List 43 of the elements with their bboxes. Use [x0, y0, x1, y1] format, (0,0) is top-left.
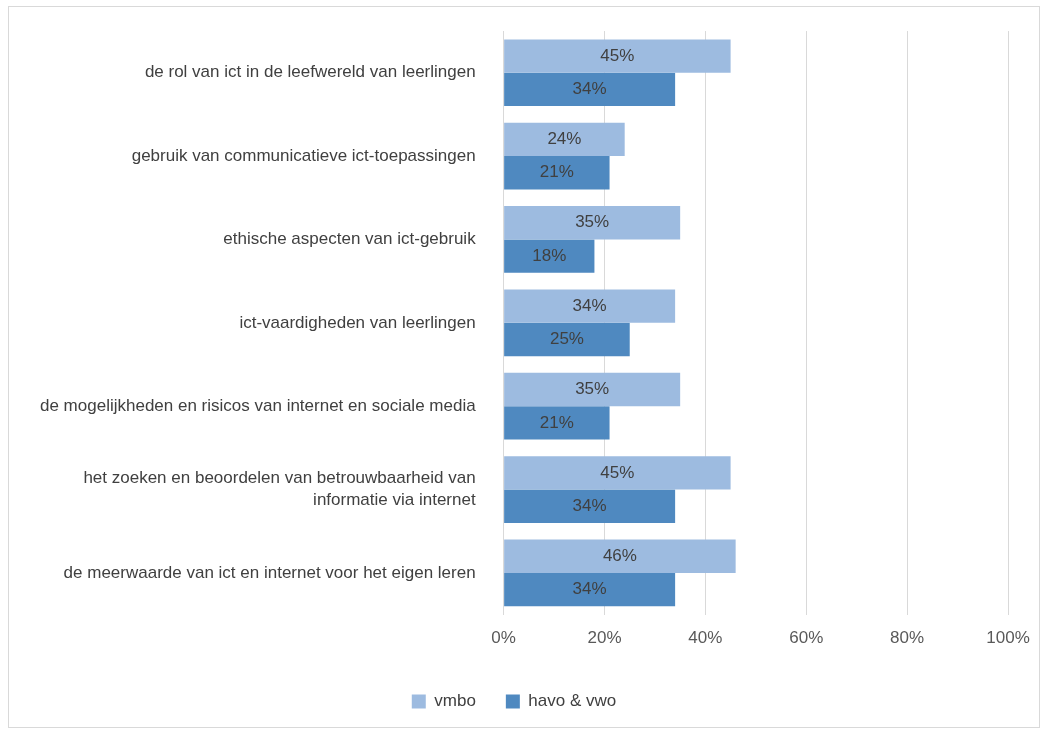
bar: [504, 206, 681, 240]
y-tick-label: ethische aspecten van ict-gebruik: [223, 229, 477, 249]
bar: [504, 239, 595, 273]
x-tick-label: 60%: [789, 628, 824, 648]
data-label: 24%: [547, 129, 582, 149]
y-tick-label: de mogelijkheden en risicos van internet en sociale media: [39, 395, 477, 415]
data-label: 45%: [600, 462, 635, 482]
bar: [504, 406, 610, 440]
bar: [504, 156, 610, 190]
bar: [504, 489, 676, 523]
data-label: 35%: [575, 212, 610, 232]
legend-label: havo & vwo: [528, 691, 617, 711]
bar: [504, 372, 681, 407]
x-tick-label: 80%: [890, 628, 925, 648]
data-label: 34%: [572, 495, 607, 515]
data-label: 18%: [532, 245, 567, 265]
x-tick-label: 100%: [986, 628, 1030, 648]
data-label: 34%: [572, 79, 607, 99]
y-tick-label: de meerwaarde van ict en internet voor het eigen leren: [63, 562, 476, 582]
x-tick-label: 0%: [491, 628, 516, 648]
bar: [504, 322, 630, 357]
bar: [504, 572, 676, 607]
data-label: 46%: [602, 545, 637, 565]
data-label: 25%: [549, 329, 584, 349]
data-label: 21%: [539, 412, 574, 432]
y-tick-label: gebruik van communicatieve ict-toepassingen: [131, 145, 476, 165]
y-tick-label: de rol van ict in de leefwereld van leerlingen: [144, 62, 476, 82]
bar: [504, 122, 625, 157]
data-label: 35%: [575, 379, 610, 399]
data-label: 34%: [572, 579, 607, 599]
legend-label: vmbo: [434, 691, 476, 711]
data-label: 45%: [600, 45, 635, 65]
bar: [504, 289, 676, 323]
bar: [504, 72, 676, 107]
bar: [504, 39, 731, 73]
bar: [504, 539, 736, 573]
y-tick-label: het zoeken en beoordelen van betrouwbaarheid van informatie via internet: [83, 468, 476, 510]
bar: [504, 456, 731, 490]
data-label: 21%: [539, 162, 574, 182]
x-tick-label: 20%: [587, 628, 622, 648]
data-label: 34%: [572, 295, 607, 315]
y-tick-label: ict-vaardigheden van leerlingen: [239, 312, 476, 332]
x-tick-label: 40%: [688, 628, 723, 648]
